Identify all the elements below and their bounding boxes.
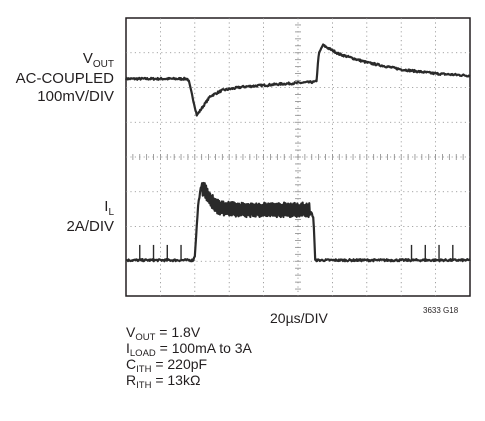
graticule xyxy=(126,18,470,296)
x-axis-scale-label: 20µs/DIV xyxy=(270,310,328,326)
figure-code: 3633 G18 xyxy=(423,306,459,315)
test-condition: RITH = 13kΩ xyxy=(126,372,201,391)
test-condition: CITH = 220pF xyxy=(126,356,208,375)
trace-vout xyxy=(124,43,471,117)
il-channel-label: IL 2A/DIV xyxy=(66,198,114,235)
vout-channel-label: VOUT AC-COUPLED 100mV/DIV xyxy=(15,50,114,105)
traces xyxy=(124,43,471,263)
test-condition: VOUT = 1.8V xyxy=(126,324,201,343)
trace-il xyxy=(125,181,471,263)
test-condition: ILOAD = 100mA to 3A xyxy=(126,340,252,359)
